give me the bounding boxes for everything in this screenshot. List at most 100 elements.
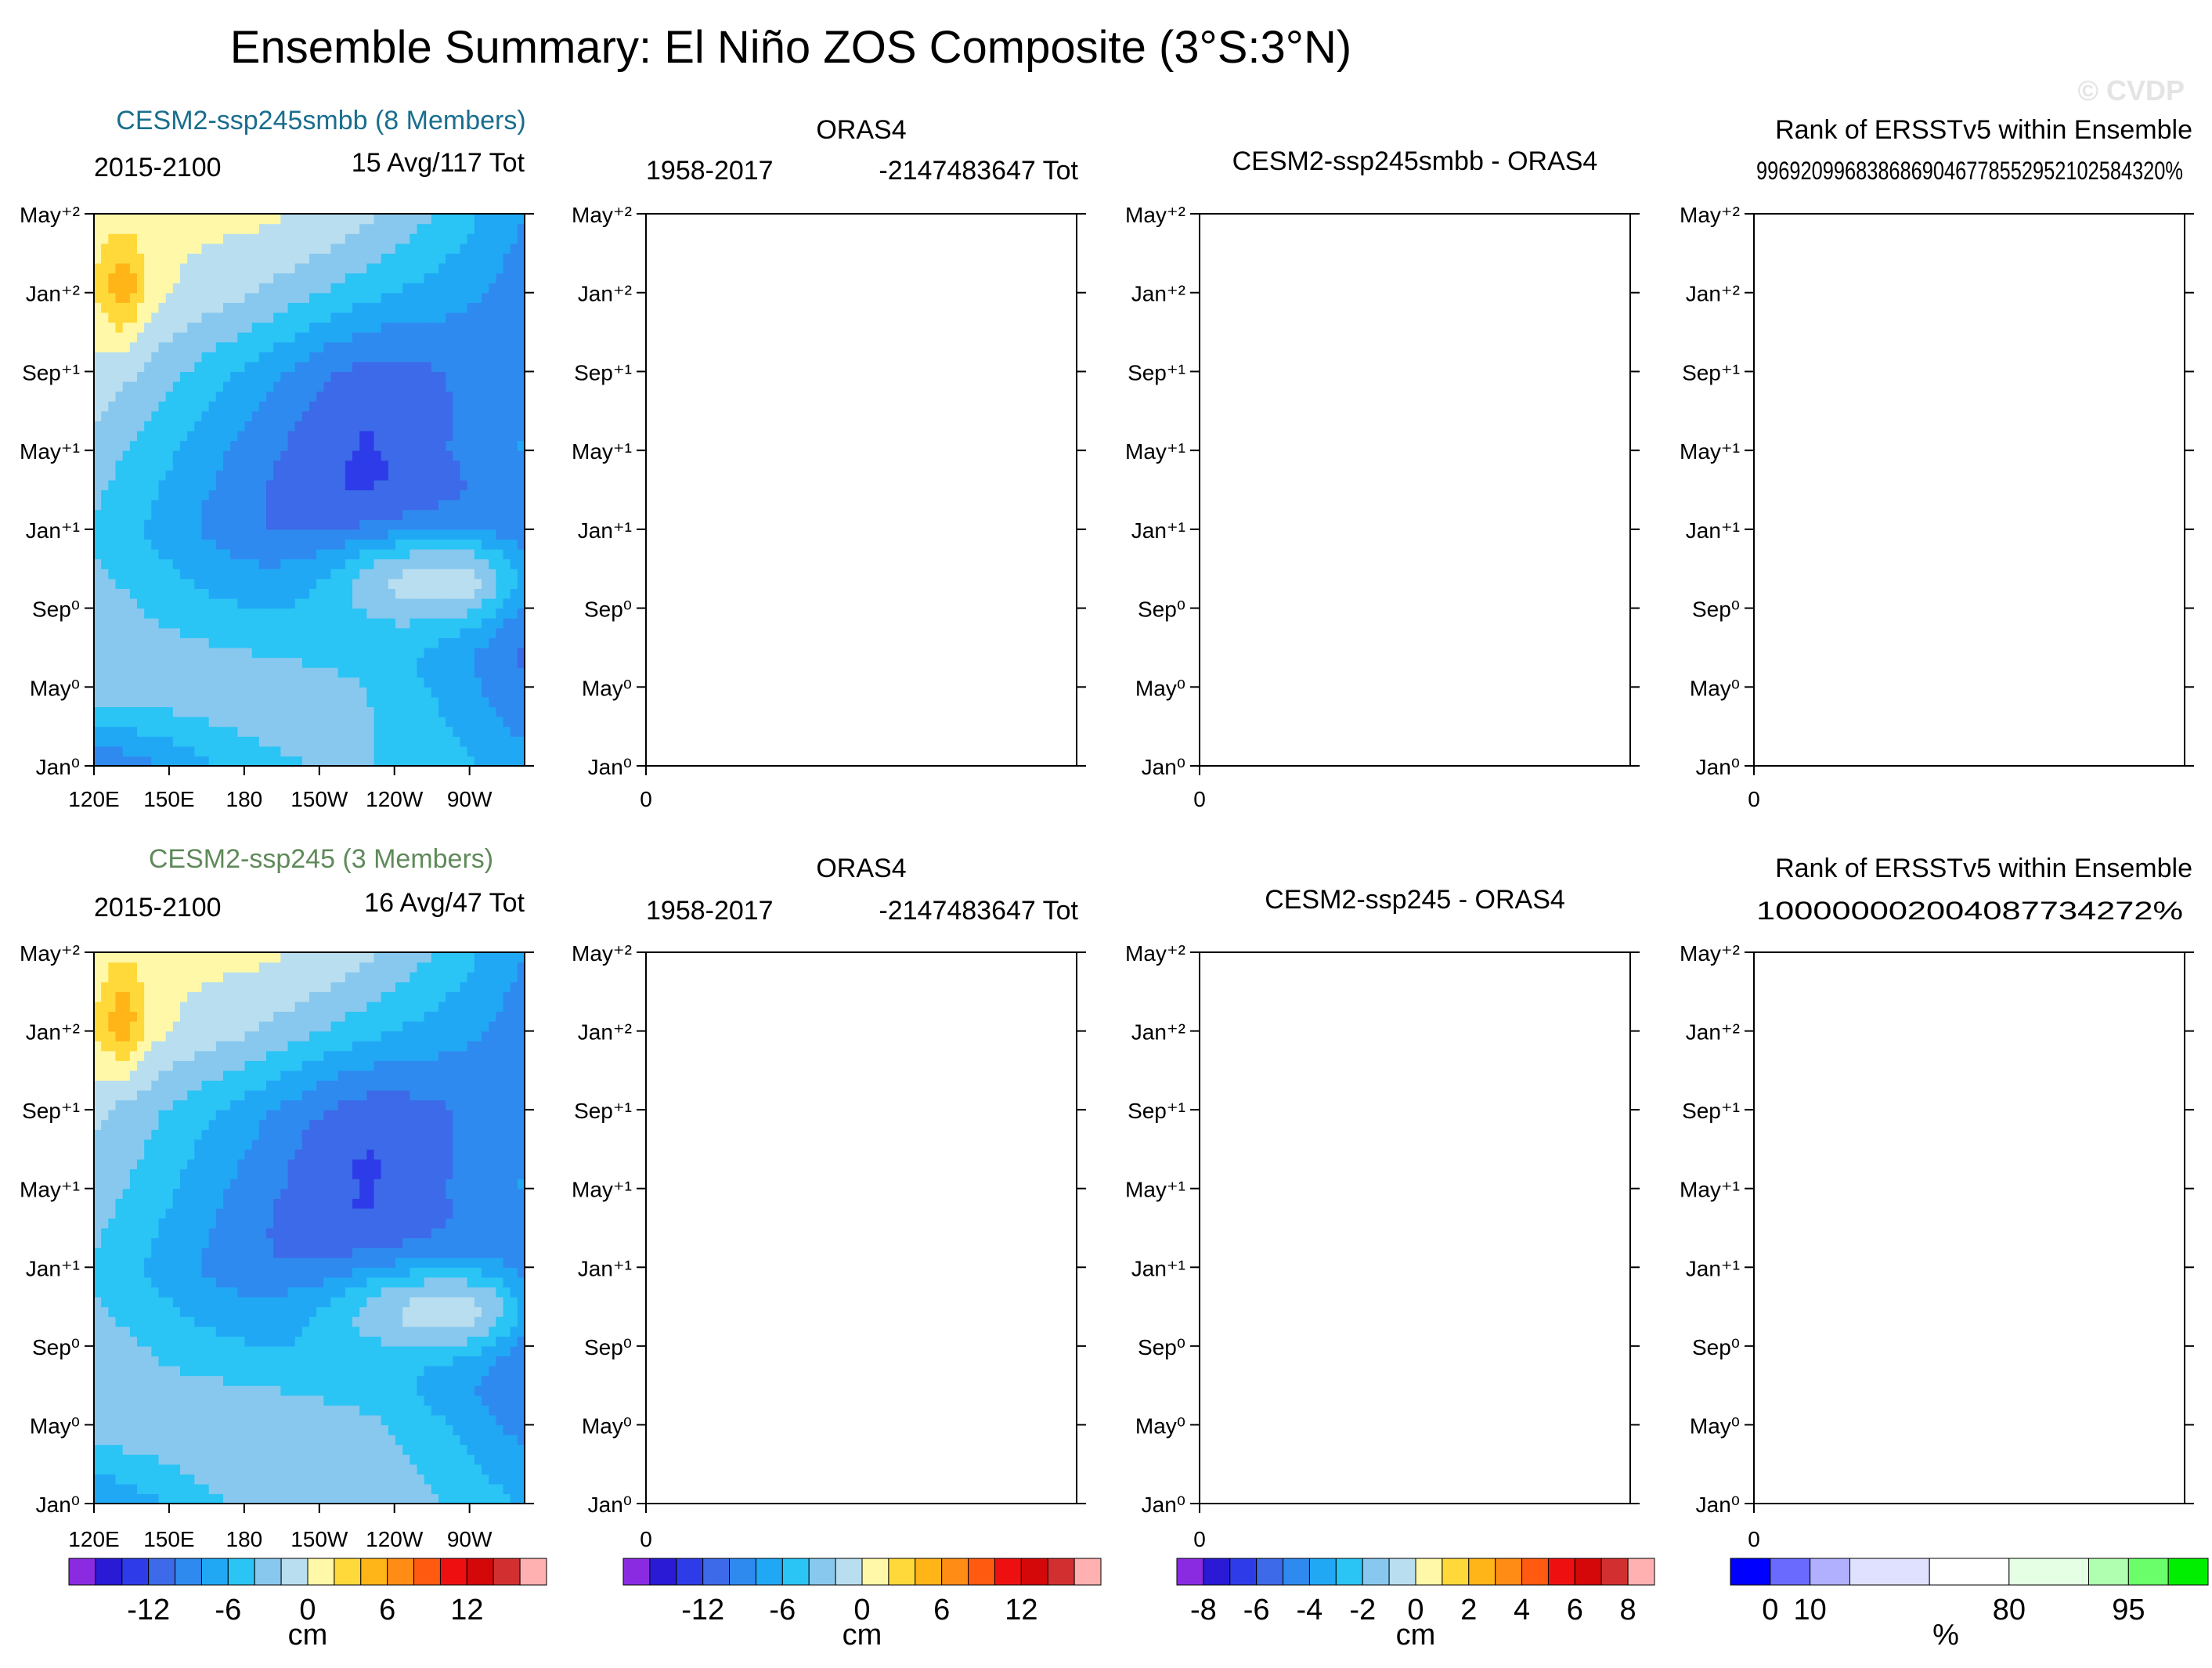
- heatmap-cell: [258, 381, 267, 392]
- heatmap-cell: [129, 1385, 138, 1396]
- heatmap-cell: [137, 608, 145, 619]
- heatmap-cell: [359, 401, 367, 412]
- heatmap-cell: [474, 489, 482, 500]
- heatmap-cell: [330, 696, 339, 708]
- heatmap-cell: [460, 253, 468, 264]
- heatmap-cell: [223, 657, 231, 668]
- heatmap-cell: [280, 1168, 289, 1179]
- heatmap-cell: [201, 637, 210, 648]
- heatmap-cell: [244, 1228, 253, 1239]
- heatmap-cell: [266, 1021, 274, 1032]
- heatmap-cell: [388, 578, 396, 589]
- heatmap-cell: [381, 529, 389, 540]
- heatmap-cell: [108, 233, 117, 244]
- heatmap-cell: [201, 1050, 210, 1061]
- heatmap-cell: [337, 352, 346, 363]
- heatmap-cell: [280, 1385, 289, 1396]
- heatmap-cell: [108, 746, 117, 757]
- heatmap-cell: [373, 519, 382, 530]
- heatmap-cell: [424, 223, 432, 234]
- heatmap-cell: [101, 421, 109, 431]
- heatmap-cell: [194, 509, 203, 520]
- heatmap-cell: [208, 1483, 217, 1495]
- heatmap-cell: [510, 479, 518, 491]
- heatmap-cell: [129, 952, 138, 963]
- heatmap-cell: [273, 962, 281, 973]
- heatmap-cell: [151, 1159, 160, 1170]
- heatmap-cell: [373, 312, 382, 323]
- heatmap-cell: [115, 1493, 124, 1504]
- heatmap-cell: [266, 253, 274, 264]
- heatmap-cell: [266, 627, 274, 638]
- heatmap-cell: [137, 371, 145, 382]
- heatmap-cell: [402, 608, 410, 619]
- heatmap-cell: [273, 569, 281, 579]
- heatmap-cell: [359, 273, 367, 283]
- heatmap-cell: [115, 489, 124, 500]
- heatmap-cell: [158, 361, 167, 373]
- heatmap-cell: [122, 1099, 131, 1110]
- heatmap-cell: [165, 460, 174, 471]
- heatmap-cell: [194, 1267, 203, 1278]
- heatmap-cell: [424, 322, 432, 333]
- heatmap-cell: [258, 1050, 267, 1061]
- heatmap-cell: [446, 618, 453, 629]
- heatmap-cell: [388, 401, 396, 412]
- heatmap-cell: [496, 627, 504, 638]
- heatmap-cell: [129, 1316, 138, 1327]
- heatmap-cell: [215, 1356, 224, 1367]
- heatmap-cell: [180, 470, 188, 481]
- heatmap-cell: [496, 214, 504, 225]
- heatmap-cell: [180, 717, 188, 727]
- heatmap-cell: [215, 509, 224, 520]
- heatmap-cell: [101, 1375, 109, 1386]
- heatmap-cell: [244, 746, 253, 757]
- heatmap-cell: [151, 1168, 160, 1179]
- heatmap-cell: [115, 1385, 124, 1396]
- heatmap-cell: [395, 253, 403, 264]
- heatmap-cell: [273, 223, 281, 234]
- heatmap-cell: [115, 726, 124, 737]
- heatmap-cell: [323, 470, 332, 481]
- heatmap-cell: [316, 539, 324, 550]
- heatmap-cell: [352, 509, 360, 520]
- model-years: 2015-2100: [94, 153, 222, 182]
- heatmap-cell: [489, 440, 496, 451]
- heatmap-cell: [266, 519, 274, 530]
- heatmap-cell: [330, 756, 339, 767]
- heatmap-cell: [144, 726, 152, 737]
- heatmap-cell: [194, 1179, 203, 1190]
- heatmap-cell: [101, 981, 109, 992]
- heatmap-cell: [503, 717, 511, 727]
- heatmap-cell: [115, 352, 124, 363]
- heatmap-cell: [273, 1326, 281, 1337]
- heatmap-cell: [122, 1080, 131, 1091]
- heatmap-cell: [424, 667, 432, 678]
- heatmap-cell: [151, 736, 160, 747]
- heatmap-cell: [273, 1198, 281, 1209]
- heatmap-cell: [266, 1198, 274, 1209]
- heatmap-cell: [373, 479, 382, 491]
- heatmap-cell: [115, 500, 124, 511]
- heatmap-cell: [187, 391, 195, 402]
- heatmap-cell: [108, 1080, 117, 1091]
- heatmap-cell: [280, 283, 289, 294]
- heatmap-cell: [258, 1276, 267, 1288]
- heatmap-cell: [172, 1168, 181, 1179]
- heatmap-cell: [215, 1228, 224, 1239]
- heatmap-cell: [251, 519, 260, 530]
- heatmap-cell: [158, 273, 167, 283]
- heatmap-cell: [129, 371, 138, 382]
- heatmap-cell: [180, 1326, 188, 1337]
- heatmap-cell: [122, 608, 131, 619]
- heatmap-cell: [352, 302, 360, 313]
- heatmap-cell: [337, 736, 346, 747]
- heatmap-cell: [460, 529, 468, 540]
- heatmap-cell: [172, 1179, 181, 1190]
- heatmap-cell: [172, 1345, 181, 1357]
- heatmap-cell: [251, 598, 260, 609]
- heatmap-cell: [151, 687, 160, 698]
- heatmap-cell: [266, 440, 274, 451]
- heatmap-cell: [309, 341, 317, 352]
- heatmap-cell: [280, 1119, 289, 1130]
